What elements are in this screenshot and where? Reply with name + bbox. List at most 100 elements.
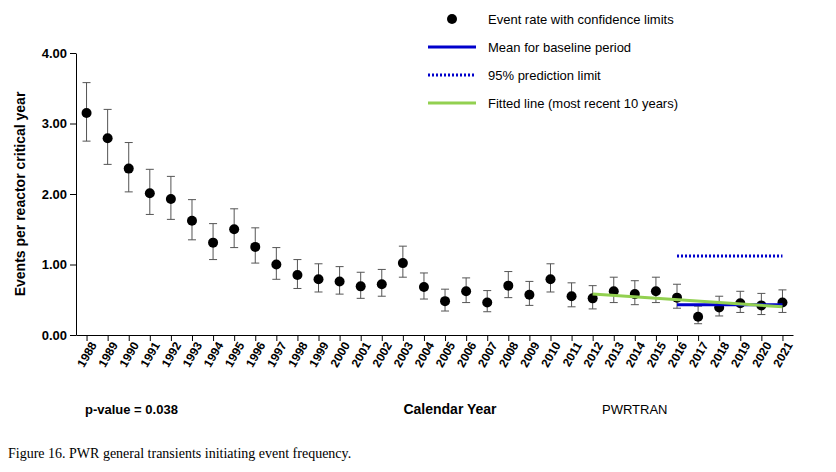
point [187, 216, 197, 226]
legend-label: Fitted line (most recent 10 years) [488, 96, 678, 111]
point [166, 194, 176, 204]
x-tick-label: 1991 [138, 339, 164, 369]
x-tick: 2016 [665, 335, 691, 370]
error-bar [104, 109, 112, 164]
error-bar [736, 291, 744, 312]
x-tick: 2004 [412, 335, 438, 370]
error-bar [293, 260, 301, 289]
error-bar [336, 267, 344, 294]
point [314, 274, 324, 284]
x-tick-label: 1999 [306, 339, 332, 369]
error-bar [378, 269, 386, 296]
x-tick-label: 2017 [686, 339, 712, 369]
error-bar [146, 169, 154, 214]
x-tick: 1990 [116, 335, 142, 370]
x-tick-label: 2008 [496, 339, 522, 369]
error-bar [631, 281, 639, 305]
x-tick: 2002 [370, 335, 396, 370]
legend-key [428, 46, 476, 49]
point [503, 281, 513, 291]
error-bar [420, 273, 428, 299]
x-tick-label: 2016 [665, 339, 691, 369]
error-bar [357, 272, 365, 298]
x-axis: 1988198919901991199219931994199519961997… [74, 335, 796, 370]
point [693, 312, 703, 322]
legend-label: 95% prediction limit [488, 68, 601, 83]
error-bar [589, 286, 597, 309]
error-bar [546, 264, 554, 292]
x-tick: 2007 [475, 335, 501, 370]
point [229, 224, 239, 234]
error-bar [504, 272, 512, 298]
x-tick-label: 2011 [560, 339, 585, 369]
error-bar [251, 228, 259, 263]
legend: Event rate with confidence limitsMean fo… [428, 12, 678, 111]
error-bar [188, 200, 196, 240]
x-tick-label: 1993 [180, 339, 206, 369]
x-tick: 1994 [201, 335, 227, 370]
y-axis-title: Events per reactor critical year [12, 91, 28, 296]
x-tick: 2006 [454, 335, 480, 370]
y-tick-label: 1.00 [42, 257, 67, 272]
x-tick-label: 2010 [538, 339, 564, 369]
error-bar [125, 143, 133, 192]
data [82, 83, 788, 324]
point [250, 242, 260, 252]
point [461, 286, 471, 296]
point [292, 270, 302, 280]
series-line [677, 255, 782, 258]
x-tick: 1991 [138, 335, 164, 370]
point [567, 291, 577, 301]
x-axis-line [77, 335, 794, 336]
point [440, 296, 450, 306]
y-tick-label: 4.00 [42, 46, 67, 61]
point [145, 188, 155, 198]
x-tick-label: 1998 [285, 339, 311, 369]
y-tick: 1.00 [42, 257, 76, 272]
error-bar [399, 246, 407, 277]
x-tick: 2001 [348, 335, 374, 370]
x-tick: 2013 [602, 335, 628, 370]
error-bar [230, 209, 238, 248]
point [271, 260, 281, 270]
point [124, 164, 134, 174]
y-tick: 3.00 [42, 116, 76, 131]
error-bar [315, 264, 323, 292]
point [398, 258, 408, 268]
x-tick: 2020 [749, 335, 775, 370]
error-bar [778, 290, 786, 313]
point [419, 282, 429, 292]
x-tick-label: 2020 [749, 339, 775, 369]
x-tick: 2021 [770, 335, 796, 370]
x-tick-label: 2009 [517, 339, 543, 369]
x-axis-title: Calendar Year [403, 401, 497, 417]
y-tick-mark [70, 124, 76, 125]
y-tick-mark [70, 335, 76, 336]
x-tick-label: 1990 [116, 339, 142, 369]
x-tick: 2009 [517, 335, 543, 370]
x-tick-label: 2012 [580, 339, 606, 369]
legend-label: Event rate with confidence limits [488, 12, 674, 27]
y-tick-label: 2.00 [42, 187, 67, 202]
x-tick: 2010 [538, 335, 564, 370]
x-tick-label: 2007 [475, 339, 501, 369]
y-tick-mark [70, 265, 76, 266]
point [356, 281, 366, 291]
error-bar [694, 306, 702, 324]
x-tick-label: 2006 [454, 339, 480, 369]
x-tick-label: 1989 [95, 339, 121, 369]
x-tick: 2005 [433, 335, 459, 370]
error-bar [209, 224, 217, 260]
x-tick-label: 2000 [327, 339, 353, 369]
x-tick: 2003 [391, 335, 417, 370]
error-bar [568, 283, 576, 307]
point [82, 108, 92, 118]
x-tick: 2018 [707, 335, 733, 370]
error-bar [610, 277, 618, 302]
y-tick: 0.00 [42, 328, 76, 343]
x-tick-label: 2002 [370, 339, 396, 369]
x-tick: 2012 [580, 335, 606, 370]
point [208, 238, 218, 248]
legend-key [428, 102, 476, 105]
x-tick: 2017 [686, 335, 712, 370]
